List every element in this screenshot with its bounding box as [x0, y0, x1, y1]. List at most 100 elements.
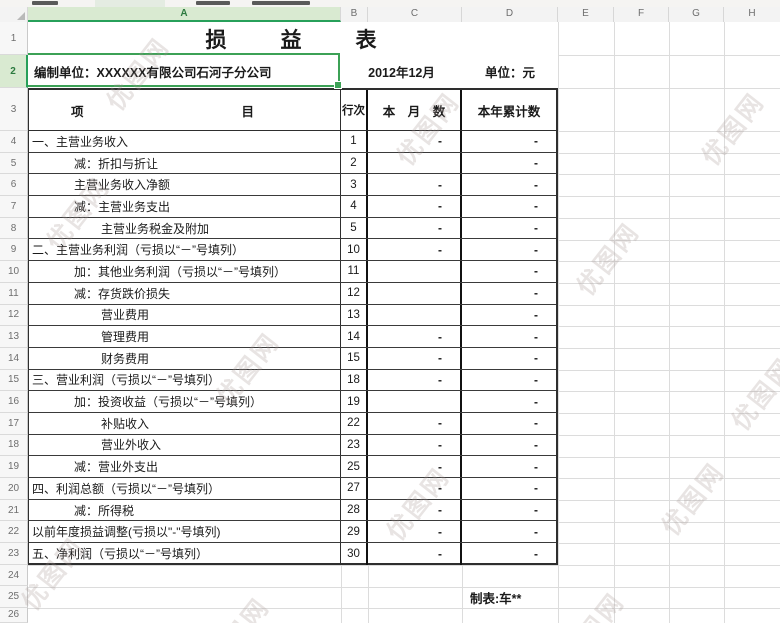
- row-header-7[interactable]: 7: [0, 196, 28, 218]
- column-header-b[interactable]: B: [341, 7, 368, 22]
- row-header-11[interactable]: 11: [0, 282, 28, 305]
- ytd-value-cell[interactable]: -: [534, 199, 538, 214]
- item-cell[interactable]: 加：其他业务利润（亏损以“－”号填列）: [29, 261, 341, 282]
- line-no-cell[interactable]: 25: [341, 456, 368, 477]
- ytd-value-cell[interactable]: -: [534, 286, 538, 301]
- item-cell[interactable]: 一、主营业务收入: [29, 131, 341, 152]
- row-header-5[interactable]: 5: [0, 152, 28, 175]
- item-cell[interactable]: 减：主营业务支出: [29, 196, 341, 217]
- ytd-value-cell[interactable]: -: [534, 481, 538, 496]
- maker-cell[interactable]: 制表:车**: [470, 591, 522, 606]
- row-header-10[interactable]: 10: [0, 261, 28, 283]
- row-header-21[interactable]: 21: [0, 499, 28, 522]
- row-header-22[interactable]: 22: [0, 521, 28, 544]
- line-no-cell[interactable]: 15: [341, 347, 368, 369]
- ytd-value-cell[interactable]: -: [534, 416, 538, 431]
- header-month[interactable]: 本 月 数: [368, 90, 462, 130]
- row-header-2[interactable]: 2: [0, 55, 28, 88]
- ytd-value-cell[interactable]: -: [534, 177, 538, 192]
- month-value-cell[interactable]: -: [368, 412, 462, 434]
- item-cell[interactable]: 三、营业利润（亏损以“－”号填列）: [29, 369, 341, 391]
- item-cell[interactable]: 营业费用: [29, 304, 341, 326]
- line-no-cell[interactable]: 3: [341, 174, 368, 196]
- period-cell[interactable]: 2012年12月: [341, 55, 462, 88]
- item-cell[interactable]: 主营业务收入净额: [29, 174, 341, 196]
- month-value-cell[interactable]: -: [368, 196, 462, 217]
- line-no-cell[interactable]: 19: [341, 391, 368, 412]
- row-header-15[interactable]: 15: [0, 369, 28, 392]
- item-cell[interactable]: 以前年度损益调整(亏损以"-"号填列): [29, 521, 341, 543]
- column-header-d[interactable]: D: [462, 7, 558, 22]
- ytd-value-cell[interactable]: -: [534, 503, 538, 518]
- item-cell[interactable]: 减：折扣与折让: [29, 152, 341, 174]
- month-value-cell[interactable]: -: [368, 131, 462, 152]
- month-value-cell[interactable]: -: [368, 217, 462, 239]
- item-cell[interactable]: 二、主营业务利润（亏损以“－”号填列）: [29, 239, 341, 261]
- month-value-cell[interactable]: [368, 304, 462, 326]
- ytd-value-cell[interactable]: -: [534, 372, 538, 387]
- column-header-h[interactable]: H: [724, 7, 780, 22]
- row-header-13[interactable]: 13: [0, 326, 28, 348]
- item-cell[interactable]: 加：投资收益（亏损以“－”号填列）: [29, 391, 341, 412]
- row-header-4[interactable]: 4: [0, 131, 28, 153]
- column-header-a[interactable]: A: [28, 7, 341, 22]
- header-item[interactable]: 项 目: [29, 90, 341, 130]
- ytd-value-cell[interactable]: -: [534, 242, 538, 257]
- ytd-value-cell[interactable]: -: [534, 524, 538, 539]
- column-header-f[interactable]: F: [614, 7, 669, 22]
- row-header-8[interactable]: 8: [0, 217, 28, 240]
- unit-cell[interactable]: 单位：元: [462, 55, 558, 88]
- month-value-cell[interactable]: -: [368, 369, 462, 391]
- line-no-cell[interactable]: 27: [341, 478, 368, 499]
- row-header-12[interactable]: 12: [0, 304, 28, 327]
- line-no-cell[interactable]: 10: [341, 239, 368, 261]
- item-cell[interactable]: 财务费用: [29, 347, 341, 369]
- row-header-25[interactable]: 25: [0, 586, 28, 608]
- month-value-cell[interactable]: -: [368, 456, 462, 477]
- ytd-value-cell[interactable]: -: [534, 264, 538, 279]
- month-value-cell[interactable]: -: [368, 239, 462, 261]
- month-value-cell[interactable]: [368, 282, 462, 304]
- item-cell[interactable]: 五、净利润（亏损以“－”号填列）: [29, 543, 341, 565]
- line-no-cell[interactable]: 4: [341, 196, 368, 217]
- row-header-6[interactable]: 6: [0, 174, 28, 197]
- line-no-cell[interactable]: 14: [341, 326, 368, 347]
- column-header-e[interactable]: E: [558, 7, 614, 22]
- line-no-cell[interactable]: 5: [341, 217, 368, 239]
- column-header-c[interactable]: C: [368, 7, 462, 22]
- row-header-20[interactable]: 20: [0, 478, 28, 500]
- item-cell[interactable]: 减：存货跌价损失: [29, 282, 341, 304]
- item-cell[interactable]: 补贴收入: [29, 412, 341, 434]
- month-value-cell[interactable]: -: [368, 174, 462, 196]
- item-cell[interactable]: 减：所得税: [29, 499, 341, 521]
- month-value-cell[interactable]: [368, 391, 462, 412]
- row-header-23[interactable]: 23: [0, 543, 28, 565]
- line-no-cell[interactable]: 18: [341, 369, 368, 391]
- month-value-cell[interactable]: -: [368, 326, 462, 347]
- line-no-cell[interactable]: 1: [341, 131, 368, 152]
- month-value-cell[interactable]: -: [368, 478, 462, 499]
- item-cell[interactable]: 减：营业外支出: [29, 456, 341, 477]
- ytd-value-cell[interactable]: -: [534, 307, 538, 322]
- month-value-cell[interactable]: -: [368, 499, 462, 521]
- ytd-value-cell[interactable]: -: [534, 156, 538, 171]
- row-header-9[interactable]: 9: [0, 239, 28, 262]
- item-cell[interactable]: 营业外收入: [29, 434, 341, 456]
- row-header-1[interactable]: 1: [0, 22, 28, 55]
- month-value-cell[interactable]: -: [368, 543, 462, 565]
- month-value-cell[interactable]: [368, 152, 462, 174]
- ytd-value-cell[interactable]: -: [534, 546, 538, 561]
- row-header-14[interactable]: 14: [0, 347, 28, 370]
- month-value-cell[interactable]: -: [368, 521, 462, 543]
- header-line-no[interactable]: 行次: [341, 90, 368, 130]
- month-value-cell[interactable]: -: [368, 434, 462, 456]
- ytd-value-cell[interactable]: -: [534, 351, 538, 366]
- line-no-cell[interactable]: 30: [341, 543, 368, 565]
- ytd-value-cell[interactable]: -: [534, 134, 538, 149]
- column-header-g[interactable]: G: [669, 7, 724, 22]
- row-header-19[interactable]: 19: [0, 456, 28, 478]
- line-no-cell[interactable]: 11: [341, 261, 368, 282]
- item-cell[interactable]: 四、利润总额（亏损以“－”号填列）: [29, 478, 341, 499]
- line-no-cell[interactable]: 13: [341, 304, 368, 326]
- row-header-16[interactable]: 16: [0, 391, 28, 413]
